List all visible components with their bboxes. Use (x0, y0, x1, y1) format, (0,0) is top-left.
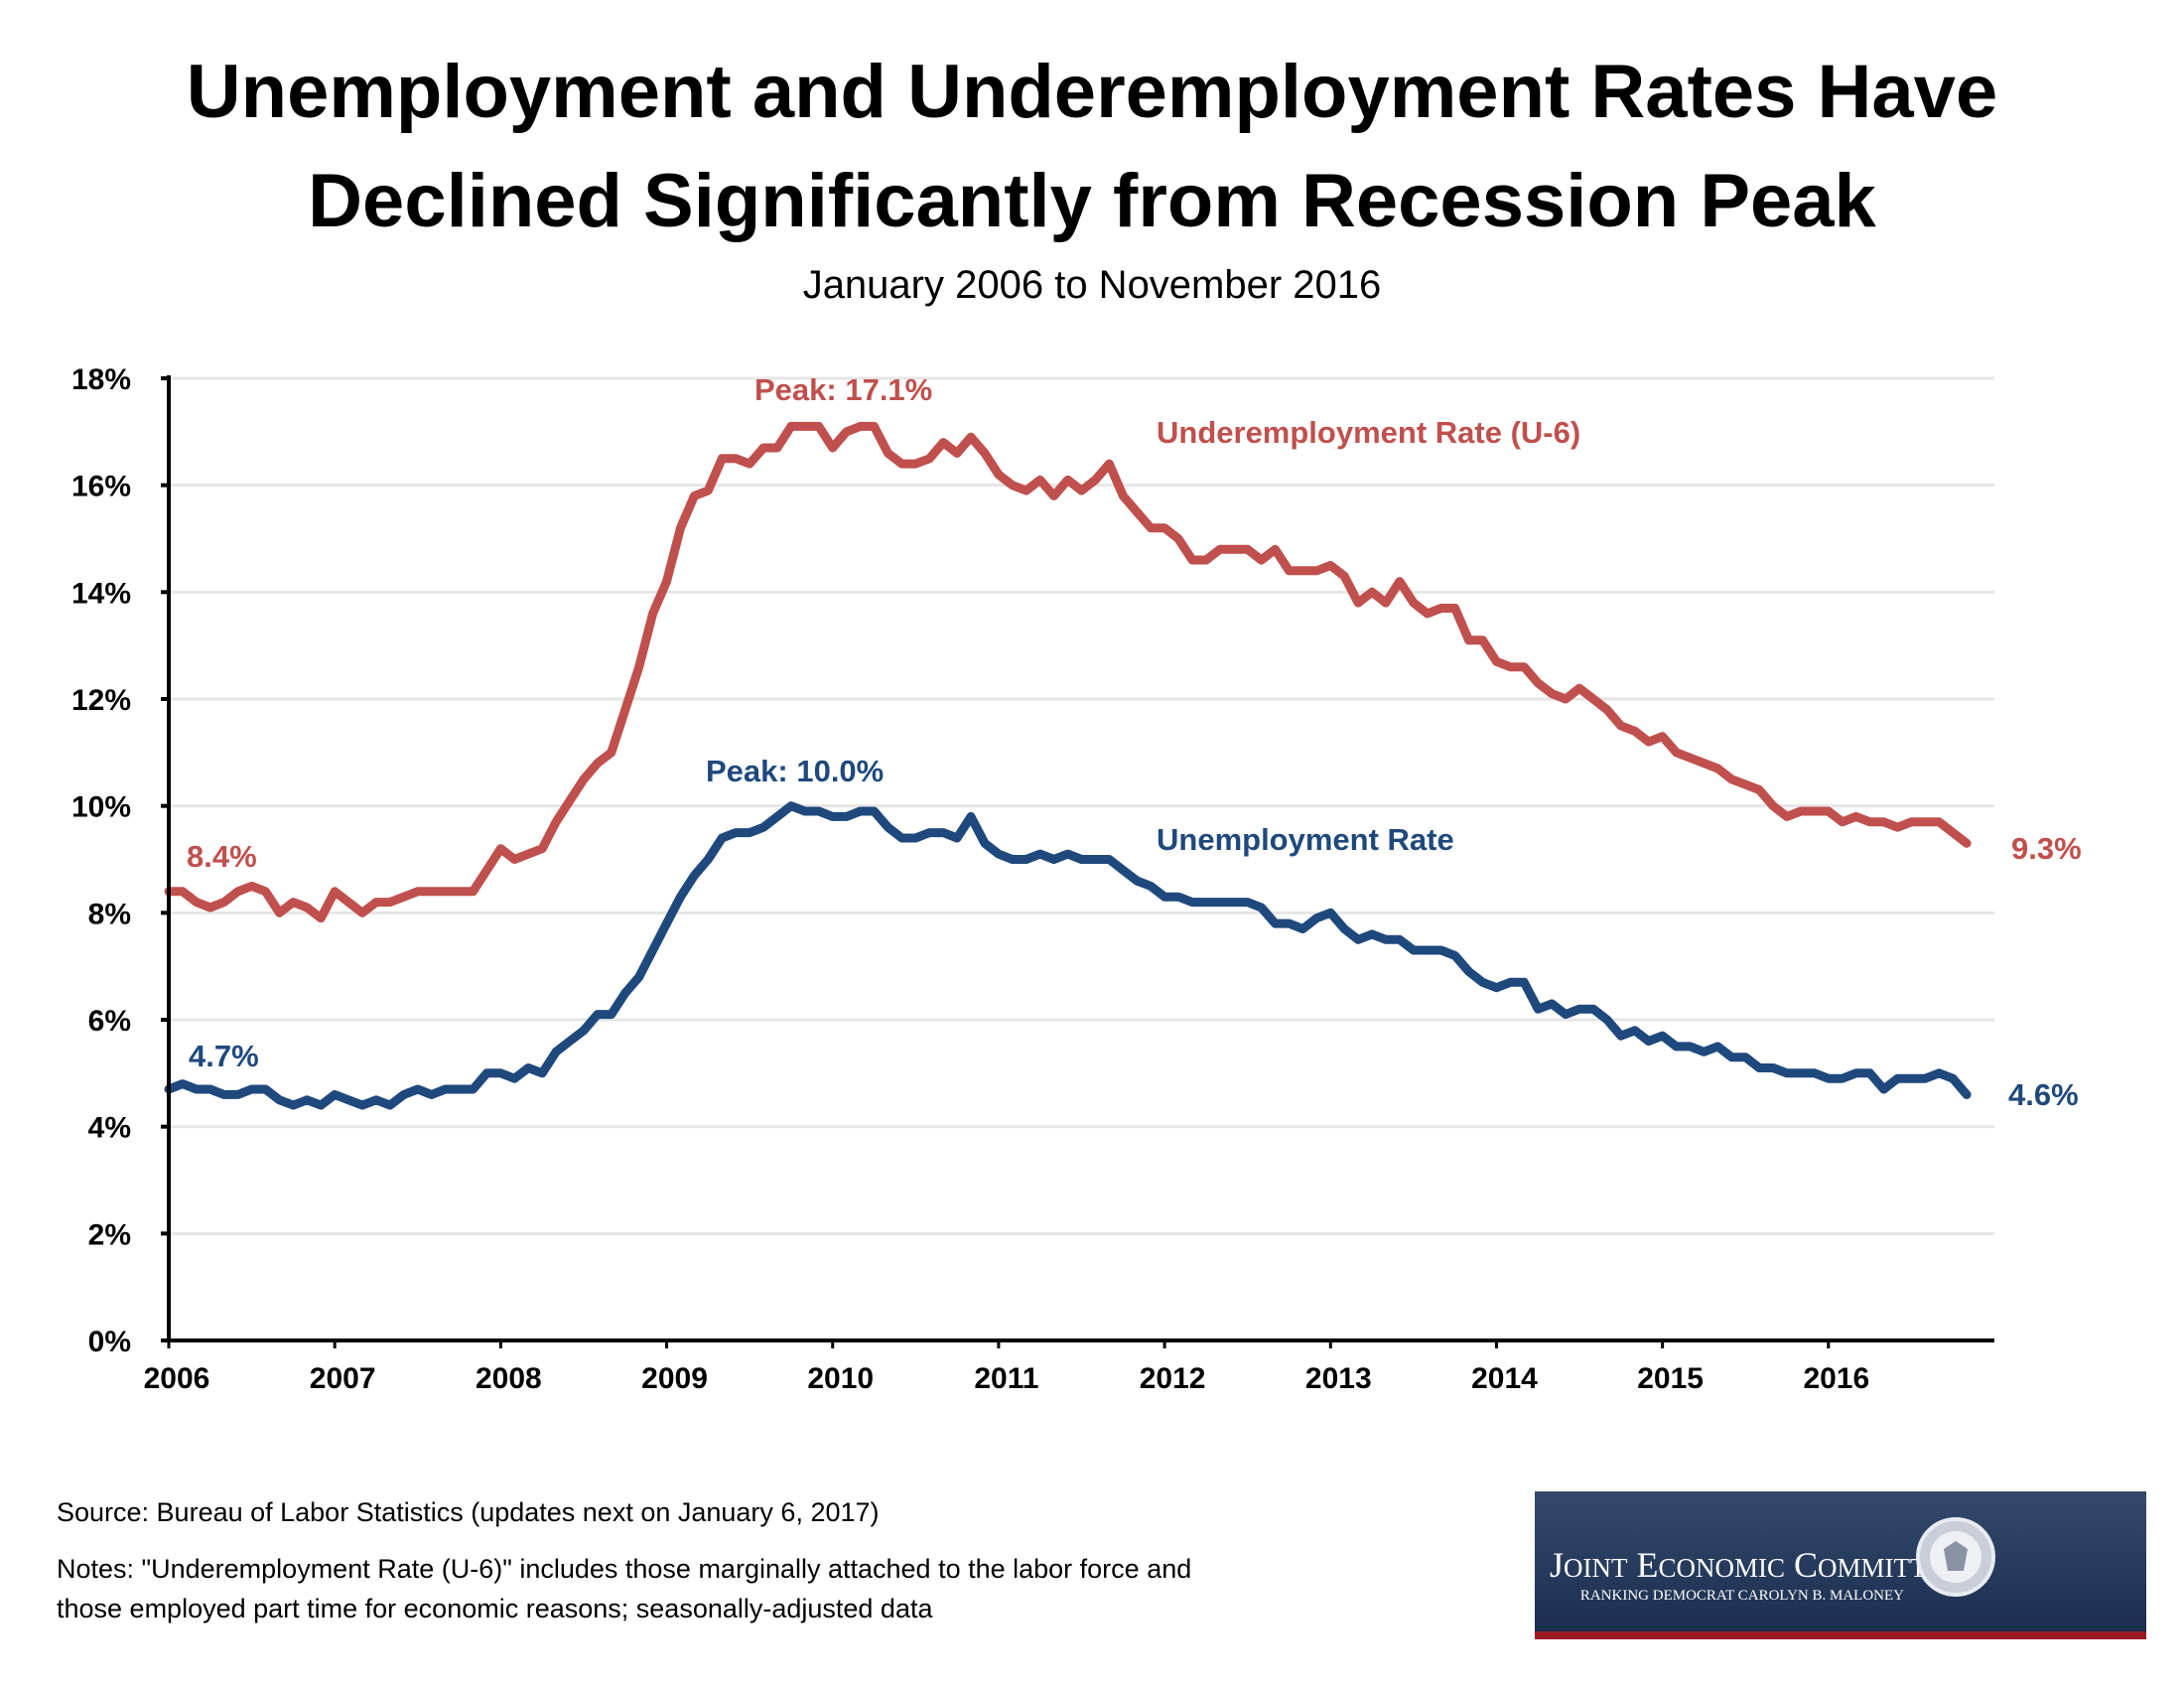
x-axis-ticks: 2006 2007 2008 2009 2010 2011 2012 2013 2014 2015… (144, 1340, 1869, 1395)
y-tick-label: 14% (71, 577, 131, 610)
x-tick-label: 2015 (1637, 1362, 1704, 1395)
eagle-icon (1944, 1541, 1968, 1571)
logo-subtitle: RANKING DEMOCRAT CAROLYN B. MALONEY (1580, 1588, 1904, 1604)
x-tick-label: 2014 (1471, 1362, 1538, 1395)
logo-background (1535, 1491, 2146, 1633)
gridlines (169, 376, 1994, 1235)
u3-series-label: Unemployment Rate (1157, 822, 1454, 857)
y-tick-label: 4% (88, 1112, 131, 1145)
unemployment-line (164, 801, 1972, 1110)
notes-line-1: Notes: "Underemployment Rate (U-6)" incl… (57, 1554, 1191, 1584)
series-lines (164, 421, 1972, 1110)
u6-series-label: Underemployment Rate (U-6) (1157, 415, 1580, 450)
x-tick-label: 2009 (641, 1362, 708, 1395)
y-tick-label: 10% (71, 791, 131, 824)
chart-subtitle: January 2006 to November 2016 (803, 263, 1382, 307)
y-tick-label: 12% (71, 684, 131, 717)
x-tick-label: 2006 (144, 1362, 210, 1395)
y-tick-label: 6% (88, 1005, 131, 1038)
x-tick-label: 2016 (1803, 1362, 1869, 1395)
source-note: Source: Bureau of Labor Statistics (upda… (57, 1497, 880, 1527)
u3-peak-label: Peak: 10.0% (706, 754, 884, 788)
u6-peak-label: Peak: 17.1% (754, 372, 932, 407)
y-tick-label: 2% (88, 1218, 131, 1251)
y-tick-label: 0% (88, 1326, 131, 1358)
y-tick-label: 16% (71, 471, 131, 503)
u3-start-label: 4.7% (189, 1039, 259, 1073)
x-tick-label: 2012 (1140, 1362, 1206, 1395)
jec-logo: JOINT ECONOMIC COMMITTEE RANKING DEMOCRA… (1535, 1491, 2146, 1639)
x-tick-label: 2011 (974, 1362, 1038, 1395)
u6-end-label: 9.3% (2011, 831, 2082, 866)
y-tick-label: 8% (88, 898, 131, 930)
x-tick-label: 2007 (310, 1362, 376, 1395)
y-tick-label: 18% (71, 363, 131, 396)
u6-start-label: 8.4% (187, 839, 257, 874)
logo-stripe (1535, 1631, 2146, 1639)
u3-end-label: 4.6% (2008, 1077, 2079, 1112)
x-tick-label: 2008 (476, 1362, 542, 1395)
notes-line-2: those employed part time for economic re… (57, 1594, 933, 1623)
chart-title-line-2: Declined Significantly from Recession Pe… (308, 159, 1876, 243)
x-tick-label: 2010 (807, 1362, 874, 1395)
underemployment-line (164, 421, 1972, 923)
chart-title-line-1: Unemployment and Underemployment Rates H… (187, 50, 1997, 134)
y-axis-ticks: 0% 2% 4% 6% 8% 10% 12% 14% 16% 18% (71, 363, 169, 1358)
x-tick-label: 2013 (1305, 1362, 1372, 1395)
